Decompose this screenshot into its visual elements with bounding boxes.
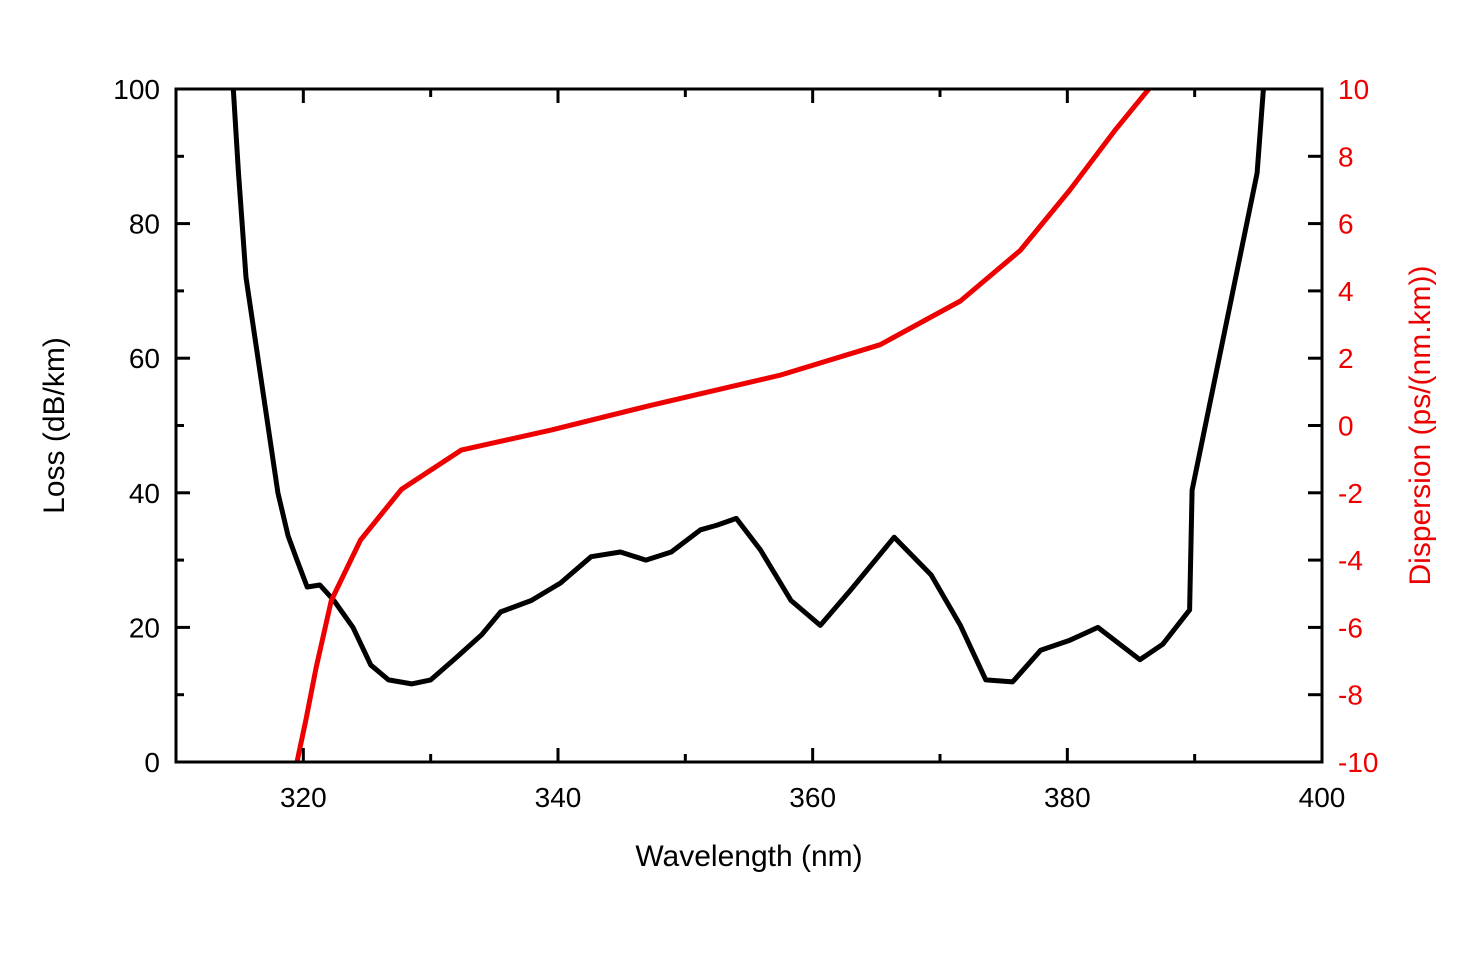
y-tick-label-right: -2 bbox=[1338, 478, 1363, 509]
x-tick-label: 320 bbox=[280, 782, 327, 813]
x-tick-label: 400 bbox=[1299, 782, 1346, 813]
y-tick-label-right: -6 bbox=[1338, 612, 1363, 643]
y-tick-label-right: 8 bbox=[1338, 141, 1354, 172]
y-tick-label-left: 40 bbox=[129, 478, 160, 509]
y-tick-label-right: 6 bbox=[1338, 209, 1354, 240]
y-tick-label-right: 10 bbox=[1338, 74, 1369, 105]
y-axis-right-title: Dispersion (ps/(nm.km)) bbox=[1404, 265, 1437, 585]
y-tick-label-right: -10 bbox=[1338, 747, 1378, 778]
axis-ticks bbox=[174, 87, 1324, 764]
y-tick-label-left: 20 bbox=[129, 612, 160, 643]
x-tick-label: 380 bbox=[1044, 782, 1091, 813]
x-tick-label: 340 bbox=[535, 782, 582, 813]
y-tick-label-left: 60 bbox=[129, 343, 160, 374]
plot-curves bbox=[230, 89, 1266, 762]
x-axis-title: Wavelength (nm) bbox=[635, 840, 862, 873]
y-tick-label-left: 100 bbox=[113, 74, 160, 105]
x-tick-label: 360 bbox=[789, 782, 836, 813]
y-tick-label-right: -8 bbox=[1338, 680, 1363, 711]
y-tick-label-left: 80 bbox=[129, 209, 160, 240]
y-axis-left-title: Loss (dB/km) bbox=[38, 337, 71, 514]
series-line-dispersion bbox=[294, 89, 1152, 762]
tick-labels: 320 340 360 380 400 0 20 40 60 80 100 -10 -8 -6 -4 -2 0 2… bbox=[113, 74, 1378, 813]
y-tick-label-right: 2 bbox=[1338, 343, 1354, 374]
y-tick-label-left: 0 bbox=[144, 747, 160, 778]
y-tick-label-right: 0 bbox=[1338, 411, 1354, 442]
series-line-loss bbox=[230, 89, 1266, 687]
y-tick-label-right: 4 bbox=[1338, 276, 1354, 307]
y-tick-label-right: -4 bbox=[1338, 545, 1363, 576]
